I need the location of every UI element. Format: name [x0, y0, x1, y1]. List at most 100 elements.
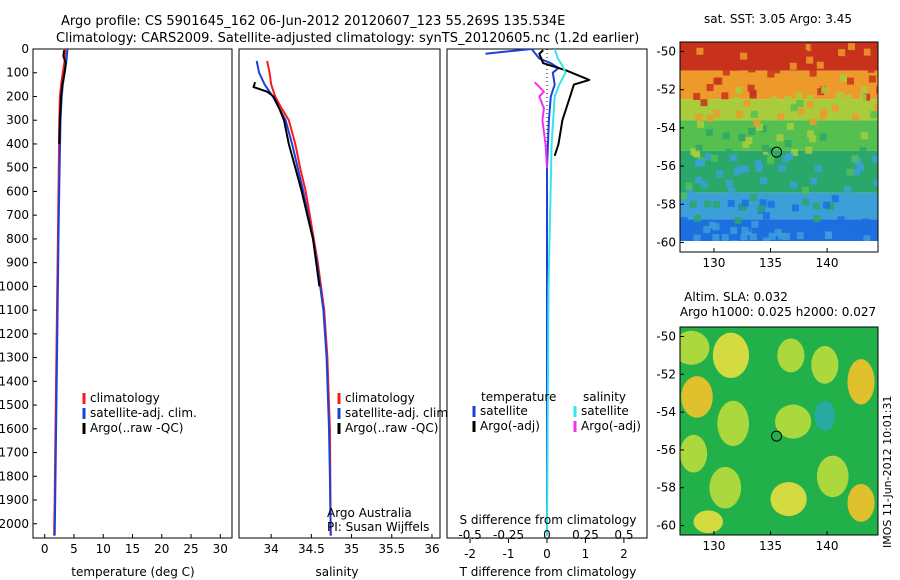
sst-texture-cell — [844, 185, 852, 193]
sst-texture-cell — [704, 200, 712, 208]
sst-texture-cell — [768, 45, 776, 53]
sst-texture-cell — [817, 88, 825, 96]
depth-tick-label: 100 — [6, 66, 29, 80]
sst-texture-cell — [789, 62, 797, 70]
sst-texture-cell — [797, 107, 805, 115]
salinity-legend-label-3: Argo(..raw -QC) — [345, 421, 438, 435]
depth-tick-label: 1800 — [0, 469, 29, 483]
sst-texture-cell — [801, 186, 809, 194]
sst-texture-cell — [823, 201, 831, 209]
sst-texture-cell — [712, 234, 720, 242]
sla-patch-9 — [814, 400, 836, 432]
sst-texture-cell — [860, 132, 868, 140]
sst-map-ytick-label: -60 — [656, 235, 676, 249]
sst-texture-cell — [797, 52, 805, 60]
depth-tick-label: 1600 — [0, 422, 29, 436]
salinity-legend-label-2: satellite-adj. clim. — [345, 406, 452, 420]
sst-texture-cell — [753, 119, 761, 127]
depth-tick-label: 1200 — [0, 327, 29, 341]
sst-texture-cell — [713, 109, 721, 117]
imos-timestamp: IMOS 11-Jun-2012 10:01:31 — [881, 395, 894, 548]
difference-s-xtick-label: -0.5 — [458, 528, 481, 542]
depth-tick-label: 800 — [6, 232, 29, 246]
sst-texture-cell — [856, 48, 864, 56]
sla-patch-12 — [770, 482, 807, 517]
sst-texture-cell — [742, 141, 750, 149]
sst-texture-cell — [846, 168, 854, 176]
sst-texture-cell — [786, 123, 794, 131]
salinity-panel: 34 34.5 35 35.5 36 salinity climatologysatel… — [238, 48, 452, 579]
temperature-legend-label-2: satellite-adj. clim. — [90, 406, 197, 420]
difference-t-xtick-label: 1 — [582, 547, 590, 561]
sst-texture-cell — [695, 176, 703, 184]
sst-texture-cell — [862, 218, 870, 226]
temperature-series-3 — [58, 50, 67, 145]
sla-patch-2 — [712, 332, 750, 379]
sst-texture-cell — [735, 110, 743, 118]
sst-texture-cell — [693, 234, 701, 242]
sst-texture-cell — [790, 181, 798, 189]
credit-line-1: Argo Australia — [327, 506, 412, 520]
sst-texture-cell — [863, 48, 871, 56]
sst-texture-cell — [693, 214, 701, 222]
sst-texture-cell — [813, 202, 821, 210]
temperature-legend-label-3: Argo(..raw -QC) — [90, 421, 183, 435]
depth-tick-label: 1000 — [0, 279, 29, 293]
sst-texture-cell — [767, 70, 775, 78]
sst-texture-cell — [749, 194, 757, 202]
sst-texture-cell — [814, 165, 822, 173]
temperature-axis-label: temperature (deg C) — [71, 565, 194, 579]
sst-texture-cell — [732, 45, 740, 53]
sla-map-subtitle: Argo h1000: 0.025 h2000: 0.027 — [680, 305, 876, 319]
legend-temperature-heading: temperature — [481, 390, 556, 404]
sla-map-ytick-label: -60 — [656, 519, 676, 533]
sst-texture-cell — [680, 216, 688, 224]
sst-texture-cell — [871, 155, 878, 163]
sst-texture-cell — [725, 179, 733, 187]
sst-map-xtick-label: 130 — [702, 256, 725, 270]
sst-texture-cell — [782, 155, 790, 163]
sst-texture-cell — [713, 58, 721, 66]
sla-map-panel: Altim. SLA: 0.032 Argo h1000: 0.025 h200… — [656, 290, 879, 553]
sst-texture-cell — [767, 226, 775, 234]
sla-map-frame — [679, 326, 879, 536]
sst-texture-cell — [685, 182, 693, 190]
temperature-xtick-label: 30 — [213, 542, 228, 556]
sst-texture-cell — [695, 113, 703, 121]
sst-texture-cell — [767, 153, 775, 161]
sst-texture-cell — [859, 147, 867, 155]
sst-texture-cell — [733, 168, 741, 176]
difference-series-3 — [546, 49, 567, 536]
sst-texture-cell — [751, 220, 759, 228]
sst-texture-cell — [682, 223, 690, 231]
sst-texture-cell — [694, 159, 702, 167]
depth-tick-label: 1500 — [0, 398, 29, 412]
sst-texture-cell — [805, 146, 813, 154]
salinity-axis-label: salinity — [315, 565, 358, 579]
sst-texture-cell — [857, 226, 865, 234]
difference-t-xtick-label: -2 — [464, 547, 476, 561]
sla-map-xtick-label: 135 — [759, 539, 782, 553]
salinity-xtick-label: 36 — [424, 542, 439, 556]
sst-texture-cell — [868, 75, 876, 83]
credit-line-2: PI: Susan Wijffels — [327, 520, 429, 534]
sst-texture-cell — [750, 110, 758, 118]
depth-tick-label: 900 — [6, 256, 29, 270]
sst-texture-cell — [712, 201, 720, 209]
sst-texture-cell — [831, 195, 839, 203]
temperature-legend-label-1: climatology — [90, 391, 160, 405]
sst-texture-cell — [706, 129, 714, 137]
sst-texture-cell — [837, 91, 845, 99]
sst-texture-cell — [741, 199, 749, 207]
sst-texture-cell — [863, 235, 871, 243]
sst-texture-cell — [824, 225, 832, 233]
depth-tick-label: 2000 — [0, 517, 29, 531]
sst-texture-cell — [795, 92, 803, 100]
difference-series-4 — [533, 81, 548, 168]
depth-tick-label: 1100 — [0, 303, 29, 317]
sst-texture-cell — [706, 114, 714, 122]
sst-texture-cell — [809, 118, 817, 126]
sla-patch-14 — [847, 483, 875, 522]
sla-patch-8 — [775, 404, 812, 439]
